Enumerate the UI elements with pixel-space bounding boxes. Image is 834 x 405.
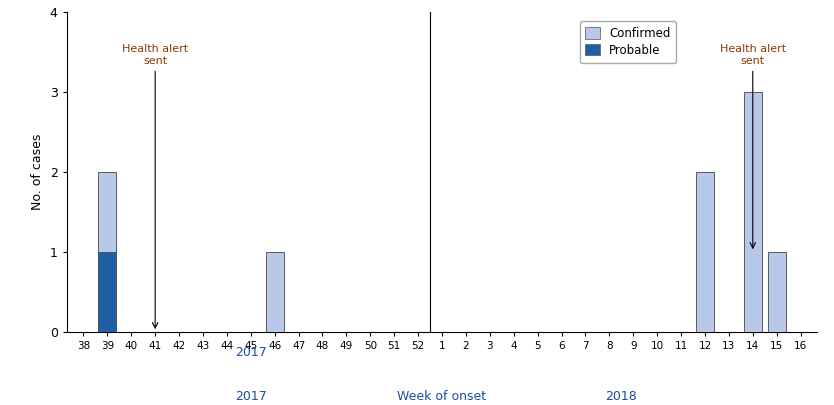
Y-axis label: No. of cases: No. of cases [31, 134, 44, 210]
Bar [98, 252, 116, 332]
Bar [98, 172, 116, 252]
Text: Health alert
sent: Health alert sent [720, 44, 786, 248]
Bar [768, 252, 786, 332]
Bar [696, 172, 714, 332]
Legend: Confirmed, Probable: Confirmed, Probable [580, 21, 676, 63]
Text: 2017: 2017 [235, 347, 267, 360]
X-axis label: Week of onset: Week of onset [398, 390, 486, 403]
Bar [744, 92, 761, 332]
Text: 2017: 2017 [235, 390, 267, 403]
Bar [266, 252, 284, 332]
Text: 2018: 2018 [605, 390, 637, 403]
Text: Health alert
sent: Health alert sent [122, 44, 188, 328]
